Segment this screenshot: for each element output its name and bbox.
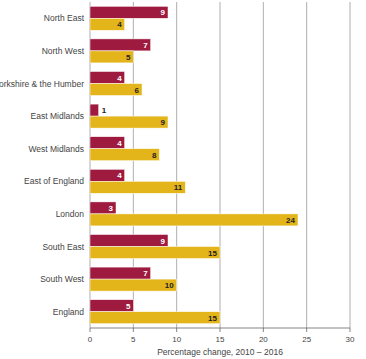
category-label: London	[56, 209, 85, 219]
data-label: 4	[117, 171, 122, 180]
bar	[90, 6, 168, 18]
bar	[90, 149, 159, 161]
data-label: 5	[126, 53, 131, 62]
data-label: 5	[126, 302, 131, 311]
grid-line	[350, 2, 351, 328]
bars	[90, 6, 298, 323]
chart: 051015202530Percentage change, 2010 – 20…	[0, 0, 366, 359]
category-label: North East	[44, 13, 85, 23]
tick-mark	[90, 328, 91, 332]
data-label: 9	[161, 118, 166, 127]
data-label: 11	[174, 183, 183, 192]
grid-line	[306, 2, 307, 328]
category-label: East of England	[24, 176, 84, 186]
bar	[90, 267, 151, 279]
data-label: 8	[152, 151, 157, 160]
tick-label: 25	[302, 335, 311, 344]
bar	[90, 72, 125, 84]
bar	[90, 116, 168, 128]
bar	[90, 104, 99, 116]
tick-label: 20	[259, 335, 268, 344]
category-label: Yorkshire & the Humber	[0, 79, 84, 89]
axis-label: Percentage change, 2010 – 2016	[157, 347, 283, 357]
data-label: 15	[208, 314, 217, 323]
tick-label: 5	[131, 335, 136, 344]
data-label: 7	[143, 269, 148, 278]
bar	[90, 51, 133, 63]
bar	[90, 235, 168, 247]
bar	[90, 169, 125, 181]
category-label: South West	[40, 274, 84, 284]
bar	[90, 84, 142, 96]
data-label: 24	[286, 216, 295, 225]
bar	[90, 39, 151, 51]
data-labels: 9 7 4 1 4 4 3 9 7 5 4 5 6 9 8 11 24 15 10 15	[102, 8, 296, 322]
tick-label: 0	[88, 335, 93, 344]
data-label: 4	[117, 20, 122, 29]
tick-label: 10	[172, 335, 181, 344]
bar	[90, 214, 298, 226]
tick-mark	[220, 328, 221, 332]
tick-mark	[133, 328, 134, 332]
data-label: 7	[143, 41, 148, 50]
data-label: 4	[117, 74, 122, 83]
bar	[90, 312, 220, 324]
category-label: West Midlands	[28, 144, 84, 154]
tick-mark	[263, 328, 264, 332]
category-label: England	[53, 307, 84, 317]
bar	[90, 18, 125, 30]
data-label: 4	[117, 139, 122, 148]
tick-mark	[306, 328, 307, 332]
category-label: North West	[42, 46, 85, 56]
bar	[90, 137, 125, 149]
tick-mark	[176, 328, 177, 332]
data-label: 9	[161, 8, 166, 17]
x-axis	[90, 328, 350, 329]
category-label: East Midlands	[31, 111, 84, 121]
data-label: 15	[208, 249, 217, 258]
grid-line	[263, 2, 264, 328]
category-label: South East	[42, 242, 84, 252]
bar	[90, 279, 177, 291]
tick-label: 15	[216, 335, 225, 344]
data-label: 6	[135, 86, 140, 95]
bar	[90, 247, 220, 259]
data-label: 9	[161, 237, 166, 246]
data-label: 1	[102, 106, 107, 115]
bar	[90, 300, 133, 312]
bar	[90, 181, 185, 193]
bar	[90, 202, 116, 214]
tick-label: 30	[346, 335, 355, 344]
data-label: 3	[109, 204, 114, 213]
data-label: 10	[165, 281, 174, 290]
tick-mark	[350, 328, 351, 332]
grid-line	[220, 2, 221, 328]
